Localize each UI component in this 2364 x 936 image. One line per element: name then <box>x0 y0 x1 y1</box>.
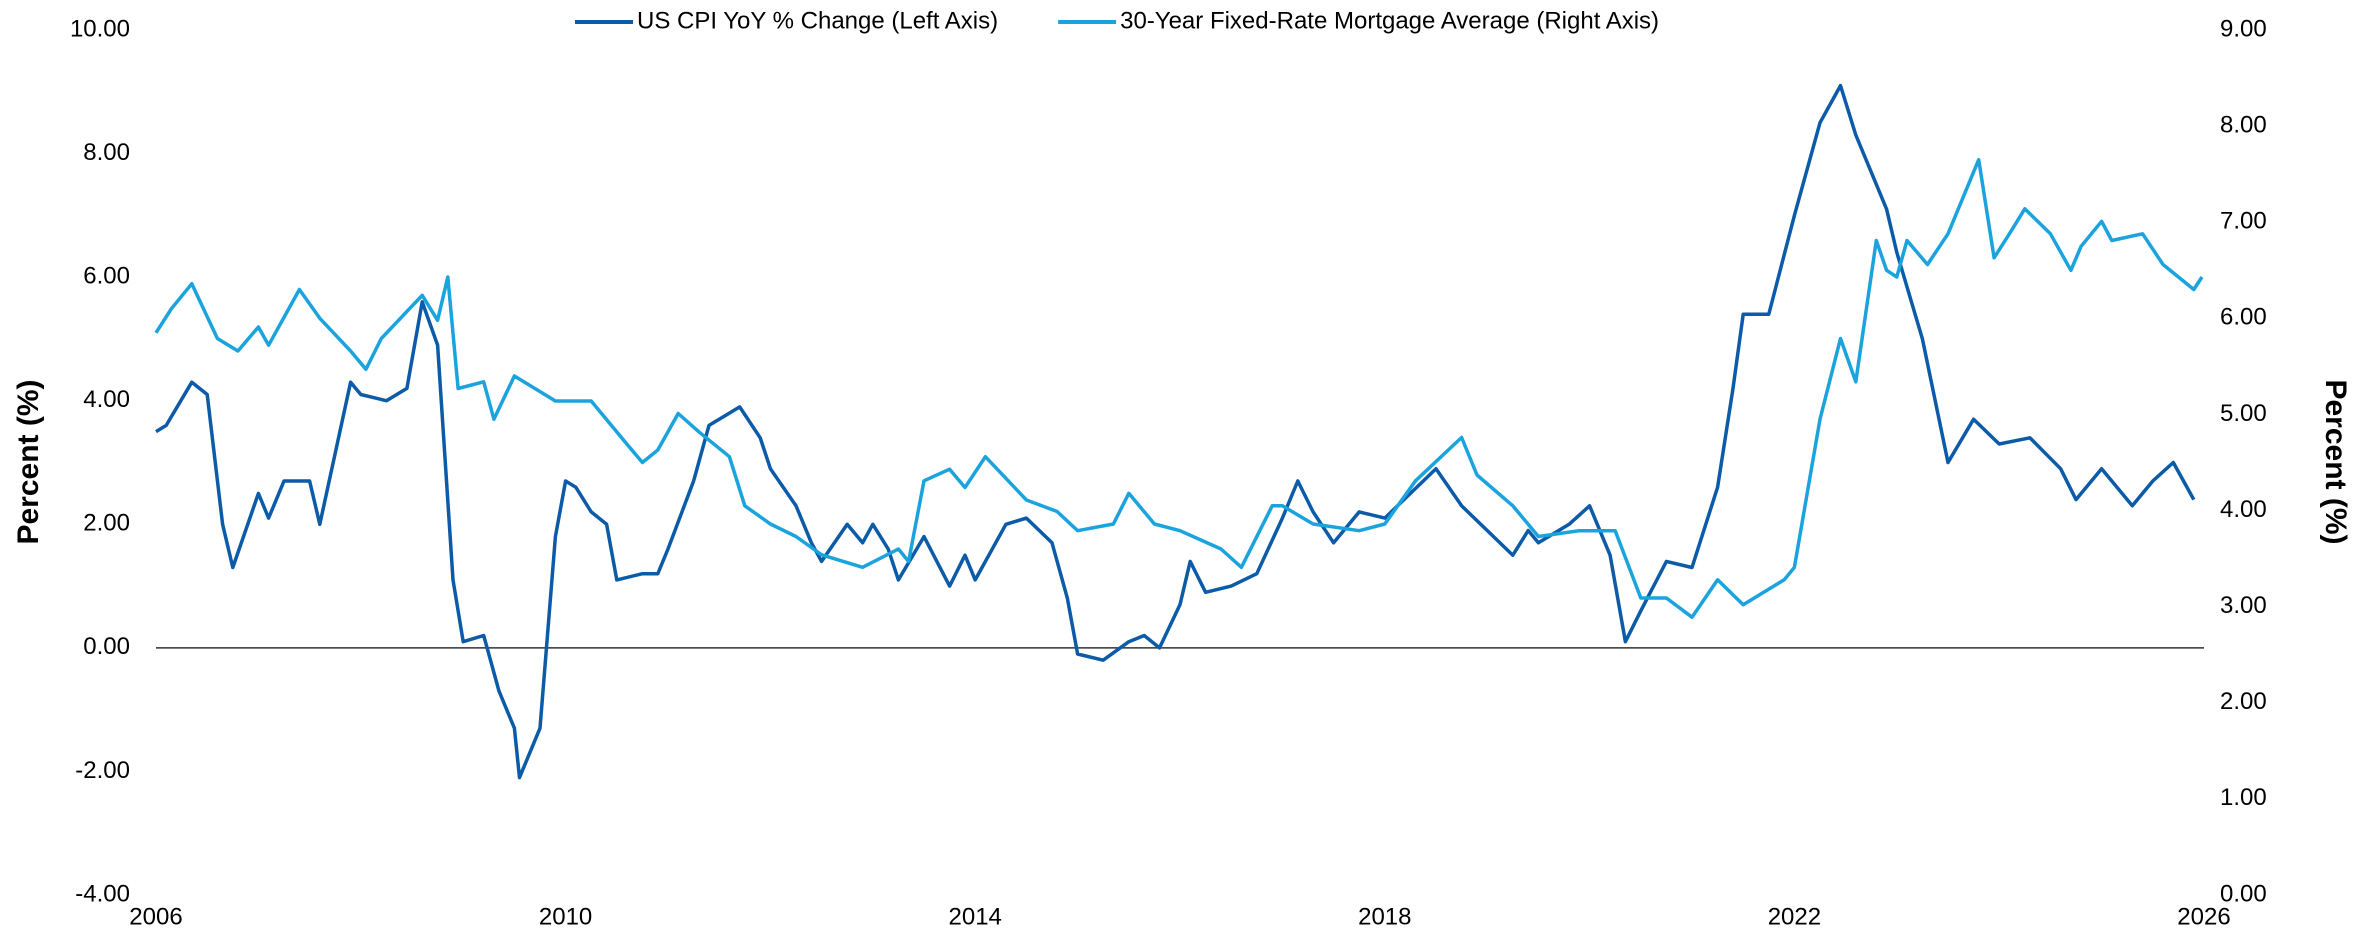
y2-tick-label: 1.00 <box>2220 784 2267 811</box>
y-tick-label: 2.00 <box>83 510 130 537</box>
y2-tick-label: 6.00 <box>2220 304 2267 331</box>
y2-tick-label: 8.00 <box>2220 111 2267 138</box>
y2-tick-label: 7.00 <box>2220 208 2267 235</box>
y2-axis-title: Percent (%) <box>2319 379 2352 544</box>
y2-tick-label: 5.00 <box>2220 400 2267 427</box>
data-line <box>154 157 2204 619</box>
y2-tick-label: 2.00 <box>2220 688 2267 715</box>
y-tick-label: 10.00 <box>70 15 130 42</box>
x-tick-label: 2018 <box>1358 903 1411 930</box>
y-tick-label: 8.00 <box>83 139 130 166</box>
y2-tick-label: 9.00 <box>2220 15 2267 42</box>
legend-label: 30-Year Fixed-Rate Mortgage Average (Rig… <box>1120 7 1659 34</box>
y-tick-label: -4.00 <box>75 880 130 907</box>
x-tick-label: 2014 <box>949 903 1002 930</box>
x-tick-label: 2006 <box>129 903 182 930</box>
y2-tick-label: 0.00 <box>2220 880 2267 907</box>
data-line <box>155 83 2196 780</box>
y-tick-label: -2.00 <box>75 757 130 784</box>
y-tick-label: 4.00 <box>83 386 130 413</box>
y-tick-label: 6.00 <box>83 262 130 289</box>
y2-tick-label: 3.00 <box>2220 592 2267 619</box>
x-tick-label: 2026 <box>2177 903 2230 930</box>
x-tick-label: 2022 <box>1768 903 1821 930</box>
legend-label: US CPI YoY % Change (Left Axis) <box>637 7 998 34</box>
y-axis-title: Percent (%) <box>12 379 45 544</box>
y-tick-label: 0.00 <box>83 633 130 660</box>
x-tick-label: 2010 <box>539 903 592 930</box>
y2-tick-label: 4.00 <box>2220 496 2267 523</box>
